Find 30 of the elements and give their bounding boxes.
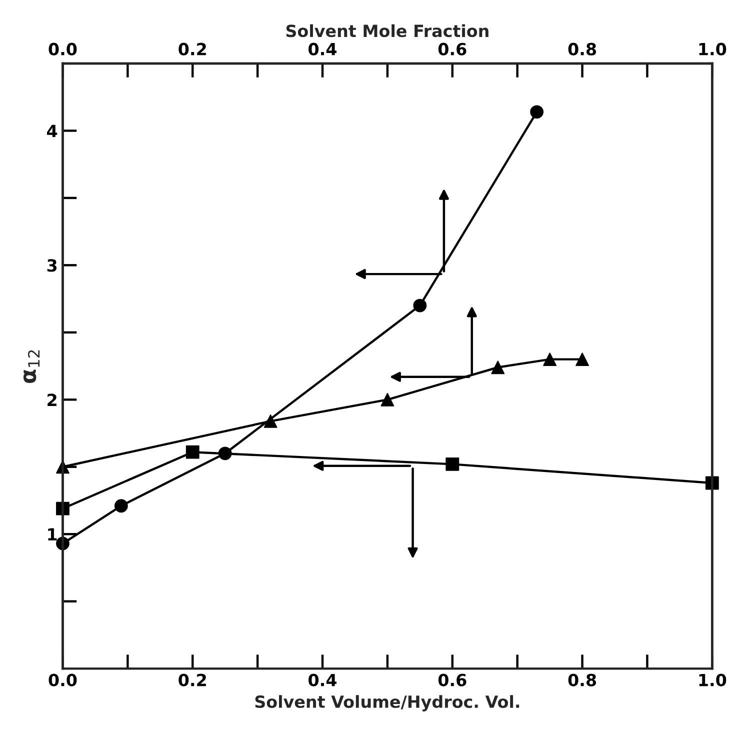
y-axis-title: α$_{12}$	[23, 350, 40, 383]
point	[530, 105, 544, 119]
x2-tick-label: 0.6	[438, 42, 466, 56]
x-tick-label: 0.6	[438, 674, 466, 686]
y-tick-label: 3	[47, 259, 57, 272]
x-tick-label: 0.8	[568, 674, 596, 686]
point	[543, 352, 557, 366]
point	[218, 446, 232, 460]
point	[186, 445, 200, 459]
y-tick-label: 2	[48, 394, 56, 406]
y-tick-label: 4	[47, 124, 58, 138]
point	[264, 414, 278, 428]
point	[380, 392, 394, 406]
x-axis-title: Solvent Volume/Hydroc. Vol.	[255, 695, 520, 712]
x2-tick-label: 1.0	[699, 42, 726, 56]
point	[114, 499, 128, 513]
x2-tick-label: 0.8	[568, 42, 596, 56]
x-tick-label: 0.2	[178, 674, 206, 686]
x-tick-label: 1.0	[699, 674, 726, 686]
x2-tick-label: 0.0	[48, 42, 77, 56]
point	[491, 360, 505, 374]
x-tick-label: 0.4	[308, 674, 337, 686]
x-tick-label: 0.0	[48, 674, 77, 686]
x2-tick-label: 0.4	[308, 42, 337, 56]
x2-axis-title: Solvent Mole Fraction	[286, 24, 488, 38]
point	[413, 298, 427, 312]
x2-tick-label: 0.2	[178, 42, 206, 56]
y-tick-label: 1	[48, 528, 57, 540]
point	[446, 457, 460, 471]
point	[576, 352, 589, 366]
